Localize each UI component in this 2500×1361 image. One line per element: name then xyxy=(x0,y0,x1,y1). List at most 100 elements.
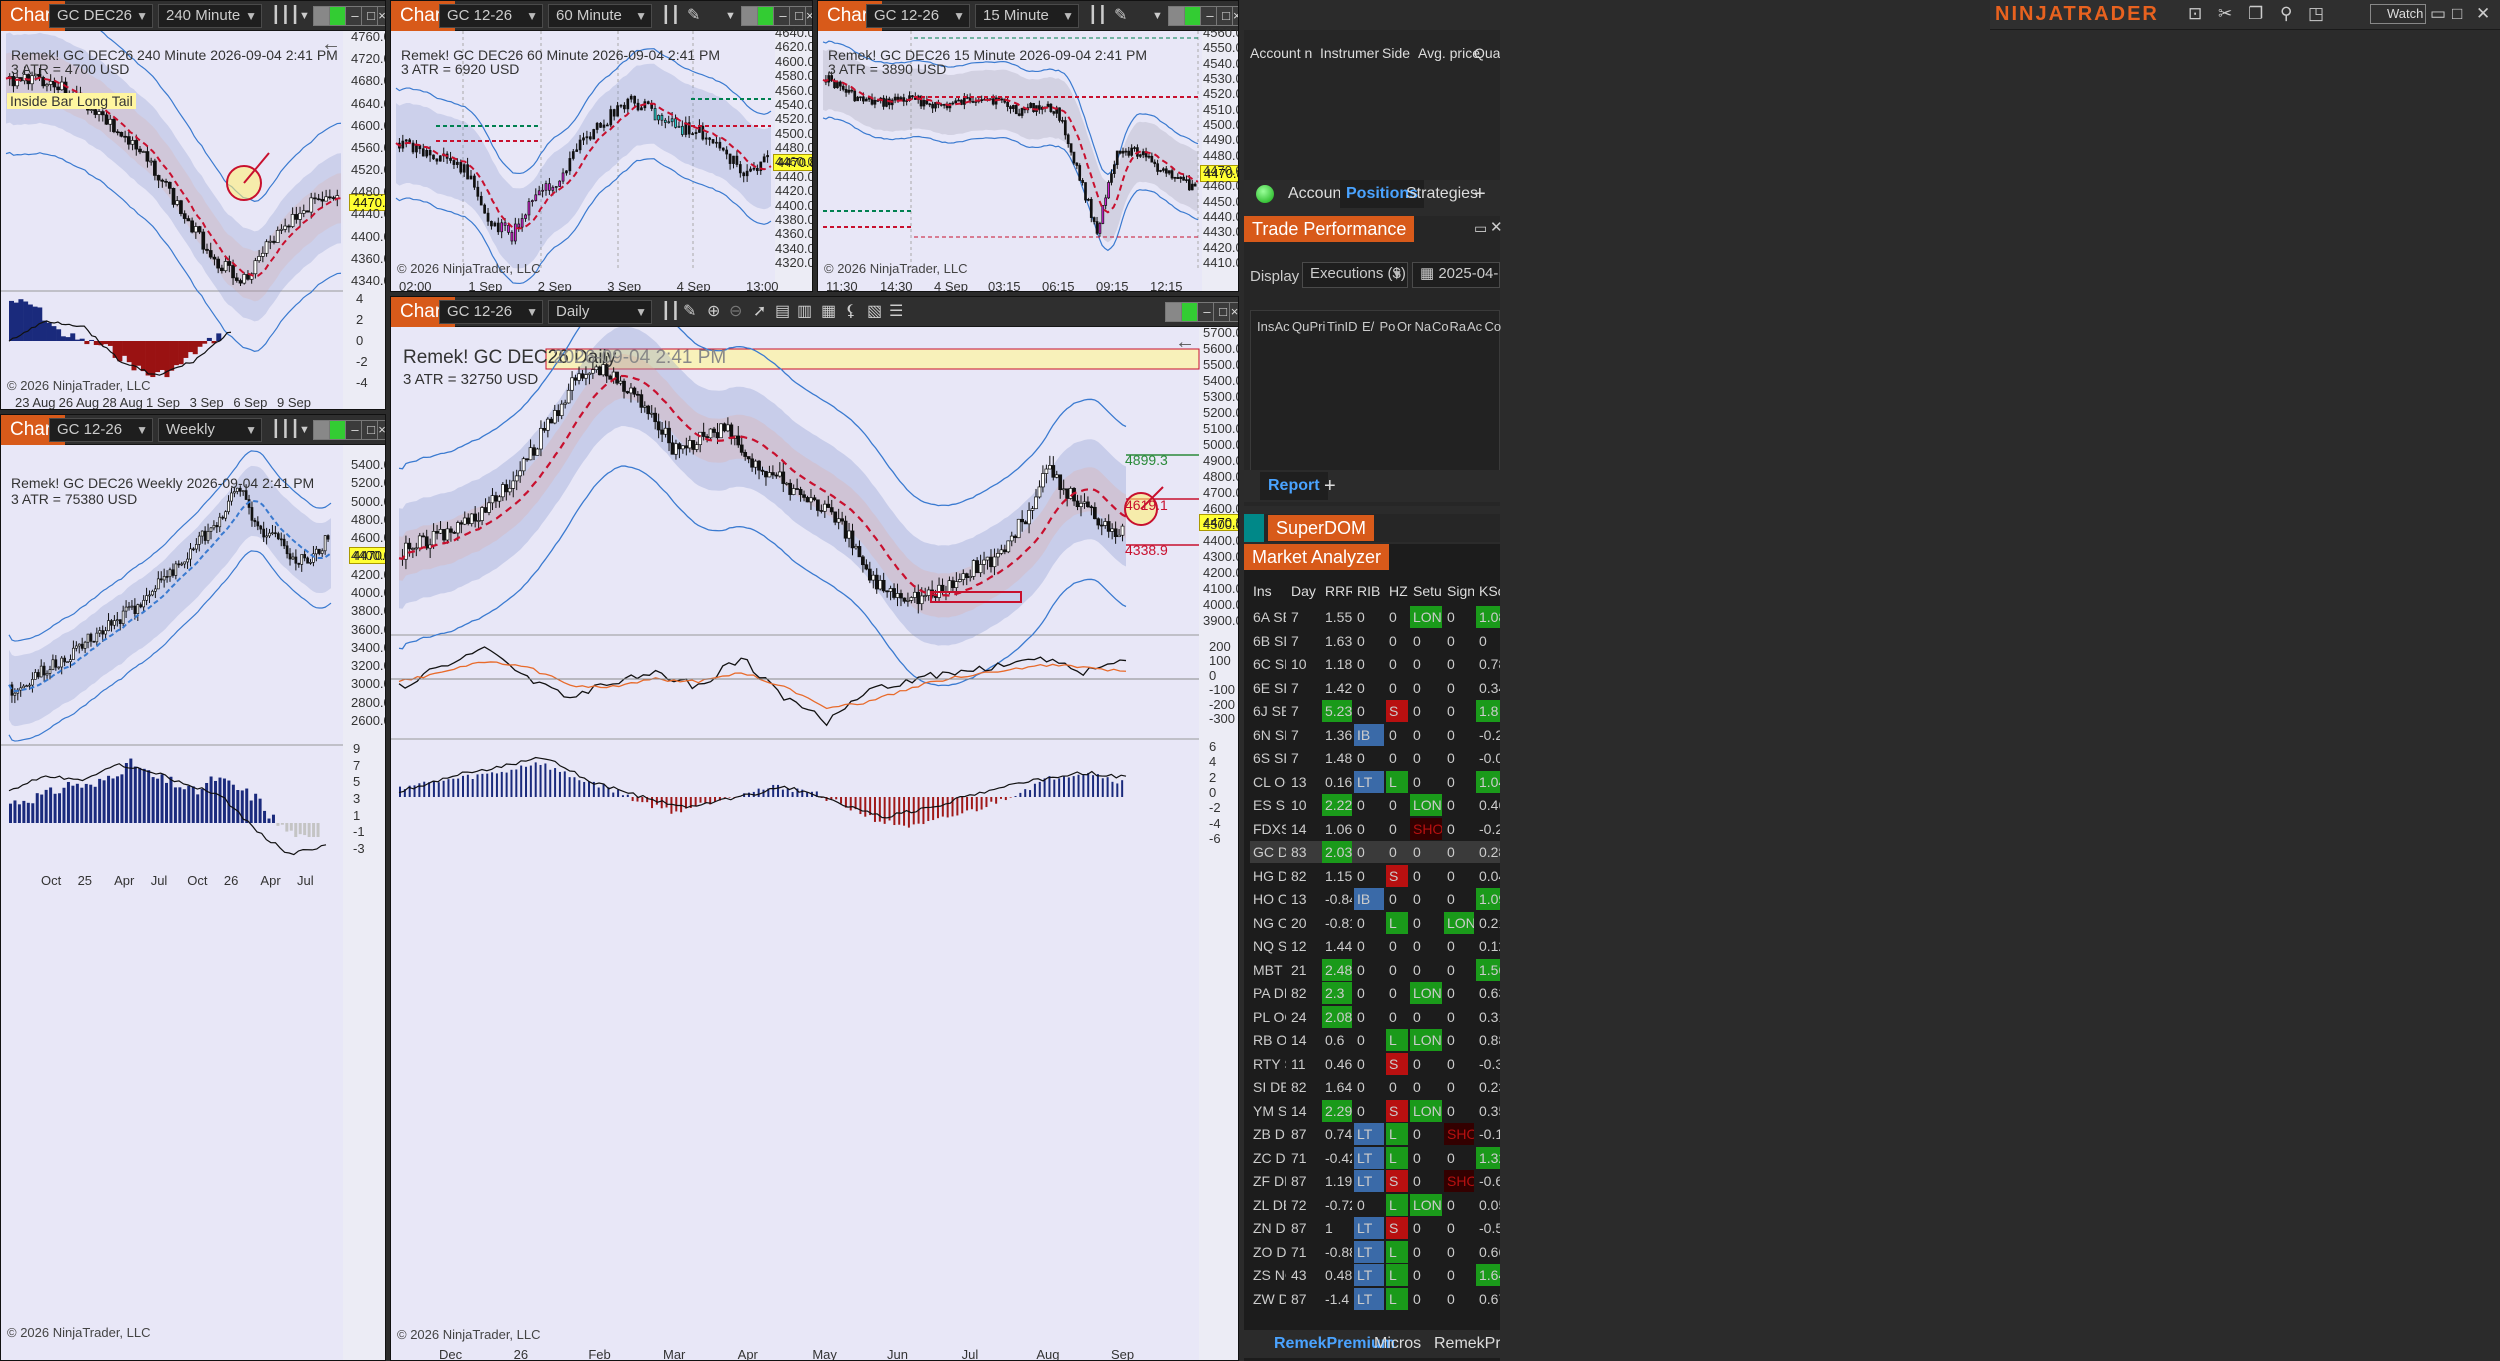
chart-panel[interactable]: Remek! GC DEC26 15 Minute 2026-09-04 2:4… xyxy=(818,25,1238,291)
table-row[interactable]: ZN DE871LTS00-0.5893.3469 xyxy=(1250,1217,1500,1239)
template-icon[interactable]: ▥ xyxy=(797,303,813,320)
table-row[interactable]: YM SE142.290SLONG00.35111.82730 xyxy=(1250,1099,1500,1122)
tab-analyzer[interactable]: RemekPremium+ xyxy=(1434,1335,1500,1352)
table-row[interactable]: 6B SE71.630000097.7381 xyxy=(1250,630,1500,652)
column-header[interactable]: Side xyxy=(1382,45,1411,61)
close-icon[interactable]: × xyxy=(377,6,385,26)
column-header[interactable]: Quantity xyxy=(1474,45,1500,61)
chart-panel[interactable]: Remek! GC DEC26 60 Minute 2026-09-04 2:4… xyxy=(391,25,812,291)
close-icon[interactable]: ✕ xyxy=(2476,4,2491,23)
column-header[interactable]: KSc xyxy=(1479,583,1500,599)
instrument-selector[interactable]: GC 12-26 ▼ xyxy=(49,418,153,442)
instrument-selector[interactable]: GC 12-26 ▼ xyxy=(439,300,543,324)
bar-type-icon[interactable]: ┃┃ xyxy=(661,303,681,320)
column-header[interactable]: Pri xyxy=(1309,319,1326,334)
new-icon[interactable]: ⊡ xyxy=(2188,4,2203,23)
pointer-icon[interactable]: ➚ xyxy=(753,303,767,320)
column-header[interactable]: ID xyxy=(1344,319,1358,334)
column-header[interactable]: Account n xyxy=(1250,45,1313,61)
column-header[interactable]: Ac xyxy=(1274,319,1290,334)
dropdown-arrow-icon[interactable]: ▼ xyxy=(299,10,310,22)
column-header[interactable]: Qu xyxy=(1292,319,1310,334)
table-row[interactable]: ZO DE71-0.88LTL000.6695.3512 xyxy=(1250,1240,1500,1263)
bar-type-icon[interactable]: ┃┃ xyxy=(661,7,681,24)
drawing-tool-icon[interactable]: ✎ xyxy=(1114,7,1128,24)
column-header[interactable]: Avg. price xyxy=(1418,45,1480,61)
close-icon[interactable]: × xyxy=(377,420,385,440)
chart-panel[interactable]: Remek! GC DEC26 Daily 2026-09-04 2:41 PM… xyxy=(391,325,1238,1360)
close-icon[interactable]: ✕ xyxy=(1490,219,1503,236)
connections-icon[interactable]: ⚲ xyxy=(2280,4,2293,23)
tab-accounts[interactable]: Accounts xyxy=(1288,185,1354,202)
column-header[interactable]: Tin xyxy=(1327,319,1345,334)
bar-type-icon[interactable]: ┃┃ xyxy=(1088,7,1108,24)
dropdown-arrow-icon[interactable]: ▼ xyxy=(299,424,310,436)
back-arrow-icon[interactable]: ← xyxy=(321,33,341,55)
tab-strategies[interactable]: Strategies xyxy=(1406,185,1479,202)
properties-icon[interactable]: ▧ xyxy=(867,303,883,320)
back-arrow-icon[interactable]: ← xyxy=(1175,331,1195,353)
add-tab-button[interactable]: + xyxy=(1474,183,1486,205)
column-header[interactable]: Ins xyxy=(1253,583,1272,599)
column-header[interactable]: Ra xyxy=(1449,319,1467,334)
list-icon[interactable]: ☰ xyxy=(889,303,904,320)
table-row[interactable]: 6A SE71.5500LONG01.08107430 xyxy=(1250,606,1500,628)
drawing-tool-icon[interactable]: ✎ xyxy=(687,7,701,24)
add-tab-button[interactable]: + xyxy=(1324,475,1336,497)
chart-panel[interactable]: Remek! GC DEC26 Weekly 2026-09-04 2:41 P… xyxy=(1,445,385,1360)
interval-selector[interactable]: Weekly ▼ xyxy=(158,418,262,442)
instrument-selector[interactable]: GC DEC26 ▼ xyxy=(49,4,153,28)
column-header[interactable]: Na xyxy=(1414,319,1432,334)
interval-selector[interactable]: 15 Minute ▼ xyxy=(975,4,1079,28)
minimize-icon[interactable]: – xyxy=(773,6,793,26)
help-icon[interactable]: ◳ xyxy=(2308,4,2325,23)
tools-icon[interactable]: ✂ xyxy=(2218,4,2233,23)
tab-report[interactable]: Report xyxy=(1260,472,1328,500)
close-icon[interactable]: × xyxy=(1232,6,1238,26)
data-box-icon[interactable]: ▤ xyxy=(775,303,791,320)
column-header[interactable]: Ins xyxy=(1257,319,1275,334)
dropdown-arrow-icon[interactable]: ▼ xyxy=(725,10,736,22)
column-header[interactable]: Instrumer xyxy=(1320,45,1380,61)
tab-analyzer[interactable]: Micros xyxy=(1374,1335,1422,1352)
close-icon[interactable]: × xyxy=(805,6,812,26)
table-row[interactable]: NG OC20-0.810L0LONG0.21122.71060 xyxy=(1250,911,1500,934)
column-header[interactable]: Signa xyxy=(1447,583,1474,599)
column-header[interactable]: Setup xyxy=(1413,583,1442,599)
table-row[interactable]: ZF DE871.19LTS0SHOR-0.6293.8305 xyxy=(1250,1170,1500,1192)
column-header[interactable]: Po xyxy=(1379,319,1396,334)
table-row[interactable]: RB OC140.60LLONG00.88240.14423 xyxy=(1250,1029,1500,1051)
table-row[interactable]: ZC DE71-0.42LTL001.32108.1562 xyxy=(1250,1146,1500,1169)
display-selector[interactable]: Executions ($) ▼ xyxy=(1302,262,1408,288)
interval-selector[interactable]: Daily ▼ xyxy=(548,300,652,324)
maximize-icon[interactable]: □ xyxy=(2452,4,2463,23)
drawing-tool-icon[interactable]: ✎ xyxy=(683,303,697,320)
zoom-in-icon[interactable]: ⊕ xyxy=(707,303,721,320)
table-row[interactable]: ZB DE870.74LTL0SHOR-0.1993.5924 xyxy=(1250,1123,1500,1145)
column-header[interactable]: RRR xyxy=(1325,583,1352,599)
column-header[interactable]: HZ xyxy=(1389,583,1408,599)
workspaces-icon[interactable]: ❐ xyxy=(2248,4,2264,23)
interval-selector[interactable]: 60 Minute ▼ xyxy=(548,4,652,28)
zoom-out-icon[interactable]: ⊖ xyxy=(729,303,743,320)
dropdown-arrow-icon[interactable]: ▼ xyxy=(1152,10,1163,22)
tab-positions[interactable]: Positions xyxy=(1340,180,1425,208)
minimize-icon[interactable]: ▭ xyxy=(1474,220,1488,236)
table-row[interactable]: ES SE102.2200LONG00.46112.53850 xyxy=(1250,794,1500,816)
maximize-icon[interactable]: □ xyxy=(1216,6,1236,26)
tab-analyzer[interactable]: RemekPremium xyxy=(1274,1335,1395,1352)
